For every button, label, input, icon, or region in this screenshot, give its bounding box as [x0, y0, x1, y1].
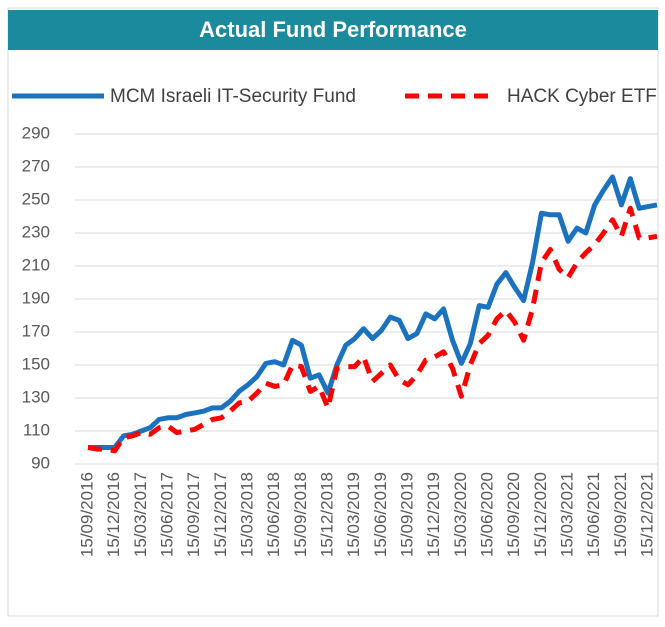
- y-tick-label: 250: [22, 189, 50, 208]
- x-tick-label: 15/03/2020: [451, 472, 470, 557]
- x-tick-label: 15/09/2017: [184, 472, 203, 557]
- x-tick-label: 15/03/2017: [131, 472, 150, 557]
- y-tick-label: 130: [22, 387, 50, 406]
- y-tick-label: 210: [22, 255, 50, 274]
- y-tick-label: 270: [22, 156, 50, 175]
- y-tick-label: 110: [23, 420, 50, 439]
- legend: MCM Israeli IT-Security Fund HACK Cyber E…: [12, 86, 657, 107]
- x-tick-label: 15/09/2019: [398, 472, 417, 557]
- x-tick-label: 15/06/2017: [157, 472, 176, 557]
- x-tick-label: 15/12/2017: [211, 472, 230, 557]
- x-tick-label: 15/03/2019: [344, 472, 363, 557]
- x-tick-label: 15/06/2018: [264, 472, 283, 557]
- x-tick-label: 15/12/2021: [638, 472, 657, 557]
- x-tick-label: 15/12/2016: [104, 472, 123, 557]
- y-tick-label: 290: [22, 123, 50, 142]
- x-tick-label: 15/12/2019: [424, 472, 443, 557]
- title-bar: [8, 10, 658, 50]
- x-tick-label: 15/09/2020: [504, 472, 523, 557]
- x-tick-label: 15/06/2021: [584, 472, 603, 557]
- chart-title: Actual Fund Performance: [199, 17, 467, 42]
- y-tick-label: 170: [22, 321, 50, 340]
- x-tick-label: 15/03/2018: [238, 472, 257, 557]
- x-tick-label: 15/12/2020: [531, 472, 550, 557]
- y-tick-label: 230: [22, 222, 50, 241]
- y-tick-label: 150: [22, 354, 50, 373]
- chart-frame: [7, 7, 659, 617]
- x-tick-label: 15/09/2018: [291, 472, 310, 557]
- x-tick-label: 15/03/2021: [558, 472, 577, 557]
- x-tick-label: 15/09/2016: [77, 472, 96, 557]
- x-tick-label: 15/09/2021: [611, 472, 630, 557]
- x-tick-label: 15/06/2019: [371, 472, 390, 557]
- legend-label: MCM Israeli IT-Security Fund: [110, 86, 356, 107]
- x-tick-label: 15/06/2020: [478, 472, 497, 557]
- y-tick-label: 90: [31, 453, 50, 472]
- y-tick-label: 190: [22, 288, 50, 307]
- series-line: [88, 174, 658, 450]
- legend-label: HACK Cyber ETF: [507, 86, 657, 107]
- x-tick-label: 15/12/2018: [318, 472, 337, 557]
